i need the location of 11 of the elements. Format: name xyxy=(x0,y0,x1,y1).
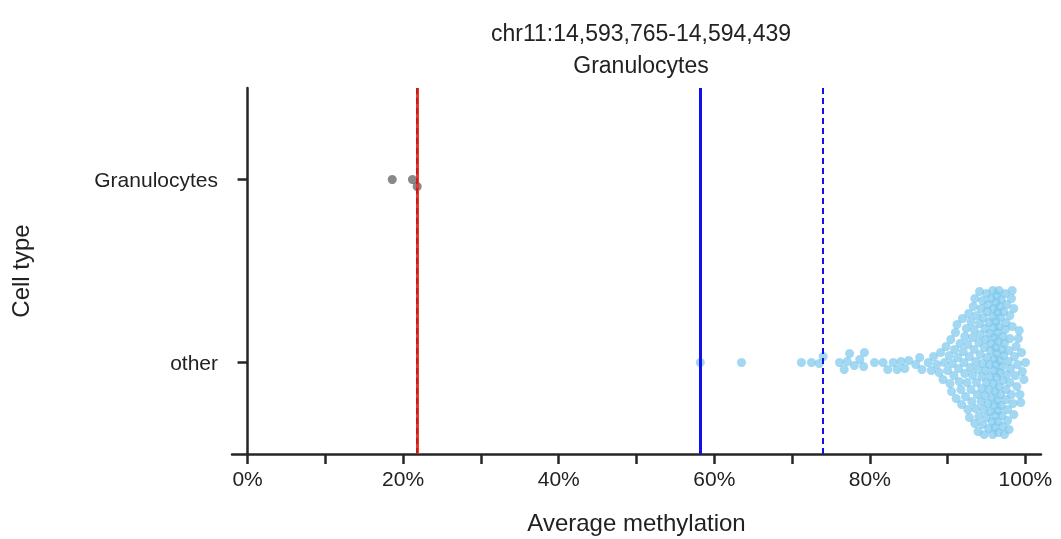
x-tick-label: 60% xyxy=(693,467,736,490)
x-tick-label: 40% xyxy=(537,467,580,490)
x-axis-title: Average methylation xyxy=(527,508,746,536)
x-tick-label: 80% xyxy=(848,467,891,490)
y-axis-title: Cell type xyxy=(6,224,34,318)
y-tick-label: other xyxy=(170,351,218,374)
x-tick-label: 100% xyxy=(998,467,1053,490)
x-tick-label: 20% xyxy=(382,467,425,490)
chart-subtitle: Granulocytes xyxy=(573,51,709,78)
x-tick-label: 0% xyxy=(232,467,263,490)
chart-title: chr11:14,593,765-14,594,439 xyxy=(490,19,792,46)
